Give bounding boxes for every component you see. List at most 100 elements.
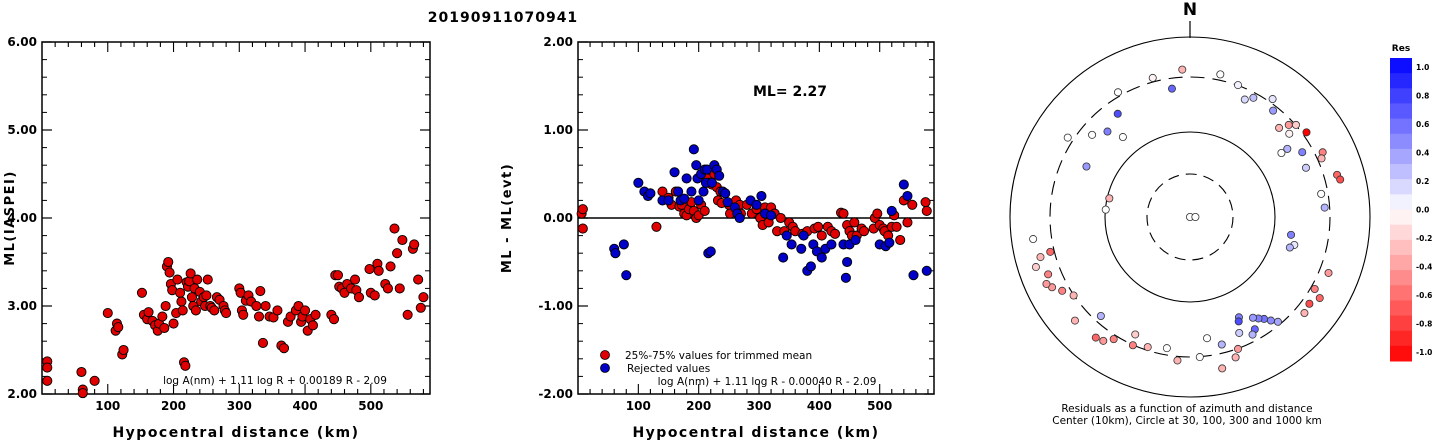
- data-point: [201, 290, 212, 301]
- data-point: [907, 199, 918, 210]
- data-point: [257, 337, 269, 349]
- x-tick-label: 200: [161, 399, 186, 413]
- station-point: [1216, 70, 1225, 79]
- axis-ticks: 2.00 3.00 4.00 5.00 6.00 100 200 300 400 500: [7, 35, 430, 413]
- data-point: [251, 300, 262, 312]
- x-axis-label: Hypocentral distance (km): [632, 425, 879, 441]
- data-point: [722, 197, 733, 208]
- station-point: [1277, 148, 1286, 157]
- circle-30km: [1146, 173, 1234, 261]
- colorbar: Res 1.0 0.8 0.6 0.4 0.2 0.0 -0.2 -0.4 -0.6 -0.8 -1…: [1390, 44, 1432, 362]
- data-point: [858, 226, 870, 237]
- station-point: [1082, 162, 1091, 171]
- data-point: [413, 274, 424, 285]
- data-point: [192, 274, 203, 285]
- data-point: [382, 283, 393, 294]
- station-point: [1029, 235, 1038, 244]
- station-point: [1058, 286, 1067, 295]
- station-point: [1063, 133, 1072, 142]
- data-point: [260, 300, 271, 312]
- station-point: [1275, 123, 1284, 132]
- station-point: [1302, 128, 1311, 137]
- colorbar-cell: [1390, 345, 1412, 362]
- station-point: [1320, 203, 1329, 212]
- data-point: [369, 290, 380, 301]
- circle-300km: [1049, 76, 1331, 358]
- station-point: [1315, 294, 1324, 303]
- station-point: [1070, 316, 1079, 325]
- station-point: [1235, 328, 1244, 337]
- colorbar-cell: [1390, 148, 1412, 165]
- data-point: [89, 375, 100, 386]
- data-point: [389, 223, 400, 234]
- data-point: [42, 375, 53, 386]
- y-tick-label: -1.00: [538, 299, 573, 313]
- data-point: [176, 296, 187, 307]
- north-label: N: [1183, 0, 1197, 20]
- colorbar-cell: [1390, 285, 1412, 301]
- station-point: [1143, 343, 1152, 352]
- data-point: [172, 274, 183, 285]
- data-point: [840, 272, 851, 283]
- data-point: [577, 204, 588, 215]
- data-point: [307, 320, 318, 331]
- station-point: [1291, 120, 1300, 129]
- station-point: [1284, 120, 1293, 129]
- station-point: [1249, 93, 1258, 102]
- data-point: [805, 261, 816, 272]
- colorbar-cell: [1390, 270, 1412, 286]
- data-point: [177, 305, 188, 316]
- colorbar-cell: [1390, 254, 1412, 271]
- data-point: [577, 223, 588, 234]
- station-point: [1300, 309, 1309, 318]
- data-point: [163, 256, 174, 268]
- station-points: [1029, 65, 1345, 373]
- figure-title: 20190911070941: [428, 10, 578, 26]
- data-point: [221, 307, 232, 319]
- station-point: [1248, 313, 1257, 322]
- data-point: [118, 344, 129, 356]
- data-point: [645, 188, 656, 199]
- station-point: [1310, 284, 1319, 293]
- station-point: [1042, 279, 1051, 288]
- data-point: [826, 239, 837, 250]
- data-point: [838, 208, 849, 219]
- colorbar-cell: [1390, 194, 1412, 210]
- colorbar-cell: [1390, 133, 1412, 150]
- data-point: [610, 248, 621, 259]
- data-point: [168, 318, 179, 329]
- data-point: [842, 256, 853, 268]
- station-point: [1269, 106, 1278, 115]
- x-tick-label: 400: [807, 399, 832, 413]
- data-point: [415, 302, 426, 313]
- colorbar-cell: [1390, 73, 1412, 89]
- station-point: [1131, 330, 1140, 339]
- colorbar-cell: [1390, 209, 1412, 226]
- data-points: [42, 223, 429, 399]
- station-point: [1191, 212, 1200, 221]
- station-point: [1178, 65, 1187, 74]
- colorbar-tick-label: 0.0: [1416, 206, 1429, 215]
- data-point: [663, 195, 674, 206]
- data-point: [702, 164, 713, 175]
- data-point: [775, 212, 786, 224]
- data-point: [829, 228, 841, 239]
- x-tick-label: 100: [95, 399, 120, 413]
- station-point: [1103, 127, 1112, 136]
- data-point: [397, 234, 408, 246]
- data-point: [720, 188, 731, 199]
- x-tick-label: 500: [867, 399, 892, 413]
- y-tick-label: 5.00: [7, 123, 37, 137]
- x-tick-label: 300: [227, 399, 252, 413]
- legend-marker-blue: [600, 363, 610, 373]
- data-point: [143, 307, 154, 318]
- station-point: [1248, 330, 1257, 339]
- legend-marker-red: [600, 350, 610, 360]
- data-point: [255, 285, 266, 297]
- data-point: [921, 265, 932, 276]
- data-point: [920, 197, 931, 208]
- colorbar-tick-label: -0.2: [1416, 234, 1432, 243]
- data-point: [898, 179, 909, 190]
- circle-1000km: [1009, 36, 1371, 398]
- station-point: [1283, 144, 1292, 153]
